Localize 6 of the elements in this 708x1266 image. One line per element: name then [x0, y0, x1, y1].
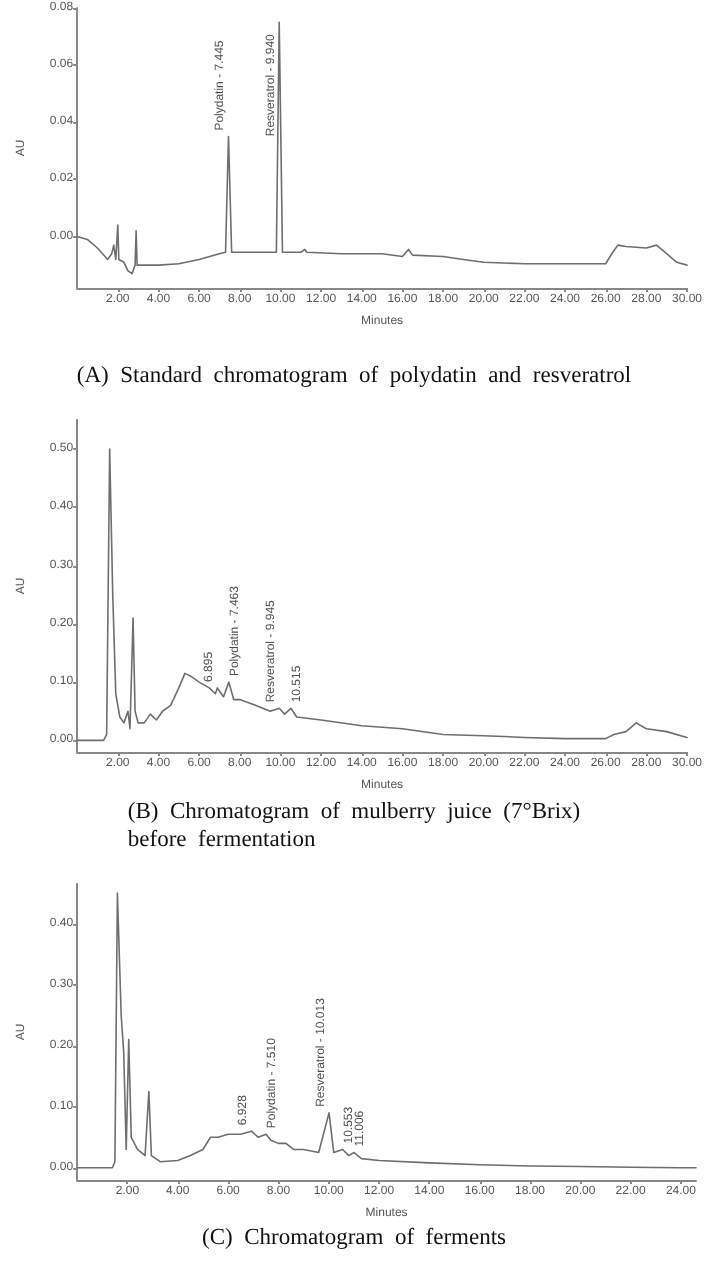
- text: (B) Chromatogram of mulberry juice (7°Brix) before fermentation: [127, 800, 581, 852]
- line-series: [76, 892, 697, 1169]
- text: (C) Chromatogram of ferments: [201, 1226, 508, 1250]
- line-series: [76, 21, 688, 275]
- text: (A) Standard chromatogram of polydatin and resveratrol: [76, 364, 632, 388]
- line-series: [76, 448, 688, 742]
